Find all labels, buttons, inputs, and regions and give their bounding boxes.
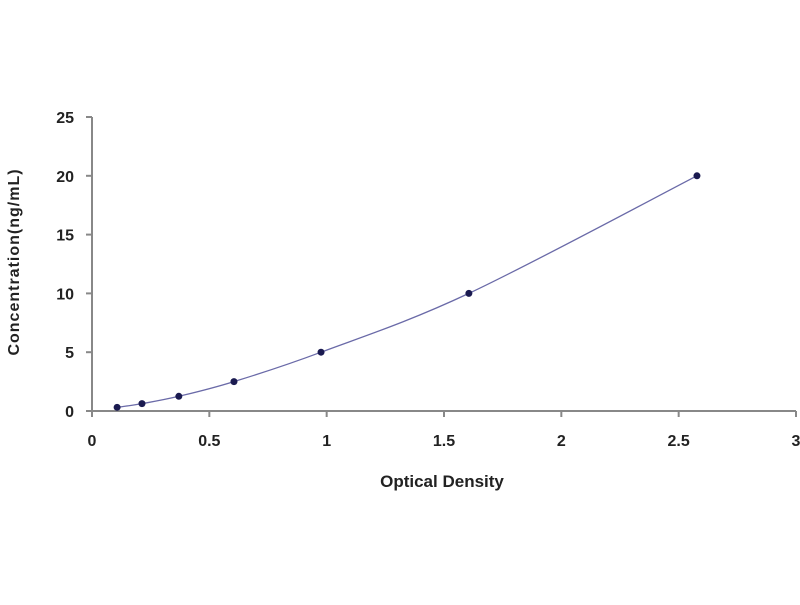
- data-point: [465, 289, 473, 297]
- data-point: [175, 392, 183, 400]
- x-tick-label: 3: [792, 433, 800, 450]
- x-tick-label: 1.5: [433, 433, 455, 450]
- data-point: [138, 400, 146, 408]
- data-point: [230, 378, 238, 386]
- y-tick-label: 10: [56, 286, 74, 303]
- x-tick-label: 2: [557, 433, 566, 450]
- data-point: [113, 403, 121, 411]
- y-tick-label: 15: [56, 228, 74, 245]
- y-tick-label: 20: [56, 169, 74, 186]
- axes: [86, 116, 797, 417]
- tick-labels: 0 0.5 1 1.5 2 2.5 3 0 5 10 15 20 25: [56, 110, 800, 450]
- data-point: [693, 172, 701, 180]
- data-point: [317, 348, 325, 356]
- x-tick-label: 0.5: [198, 433, 220, 450]
- y-tick-label: 0: [65, 404, 74, 421]
- x-tick-label: 2.5: [668, 433, 690, 450]
- y-tick-label: 25: [56, 110, 74, 127]
- fit-curve: [117, 175, 698, 408]
- y-tick-label: 5: [65, 345, 74, 362]
- x-tick-label: 1: [322, 433, 331, 450]
- x-axis-label: Optical Density: [380, 472, 504, 491]
- y-axis-label: Concentration(ng/mL): [6, 168, 23, 355]
- data-points: [113, 172, 701, 411]
- x-tick-label: 0: [88, 433, 97, 450]
